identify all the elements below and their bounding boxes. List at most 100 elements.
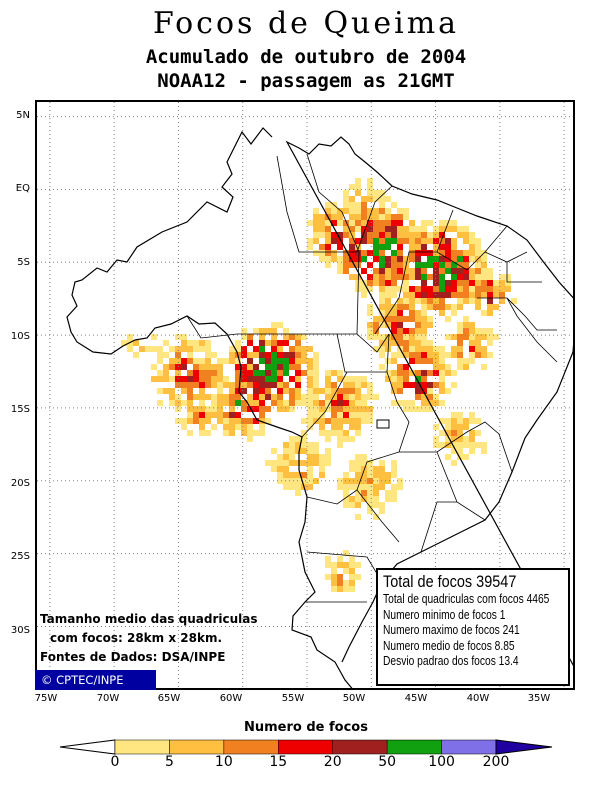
- fire-cell: [325, 376, 331, 382]
- fire-cell: [229, 424, 235, 430]
- fire-cell: [397, 238, 403, 244]
- max-fires: Numero maximo de focos 241: [383, 623, 520, 637]
- fire-cell: [319, 400, 325, 406]
- fire-cell: [133, 352, 139, 358]
- fire-cell: [355, 256, 361, 262]
- fire-cell: [391, 484, 397, 490]
- fire-cell: [307, 358, 313, 364]
- fire-cell: [361, 226, 367, 232]
- fire-cell: [355, 184, 361, 190]
- fire-cell: [463, 358, 469, 364]
- fire-cell: [343, 394, 349, 400]
- fire-cell: [451, 334, 457, 340]
- fire-cell: [433, 226, 439, 232]
- fire-cell: [379, 298, 385, 304]
- fire-cell: [325, 238, 331, 244]
- fire-cell: [385, 478, 391, 484]
- fire-cell: [385, 340, 391, 346]
- fire-cell: [385, 472, 391, 478]
- fire-cell: [325, 208, 331, 214]
- fire-cell: [253, 364, 259, 370]
- fire-cell: [475, 346, 481, 352]
- fire-cell: [361, 268, 367, 274]
- fire-cell: [403, 238, 409, 244]
- fire-cell: [217, 412, 223, 418]
- fire-cell: [289, 460, 295, 466]
- fire-cell: [199, 430, 205, 436]
- fire-cell: [319, 244, 325, 250]
- fire-cell: [355, 424, 361, 430]
- fire-cell: [295, 358, 301, 364]
- fire-cell: [409, 400, 415, 406]
- colorbar-bin: [441, 739, 497, 755]
- fire-cell: [439, 376, 445, 382]
- map-subtitle: Acumulado de outubro de 2004: [145, 46, 467, 68]
- fire-cell: [325, 220, 331, 226]
- fire-cell: [361, 382, 367, 388]
- fire-cell: [283, 388, 289, 394]
- fire-cell: [433, 370, 439, 376]
- country-outline: [66, 127, 573, 688]
- fire-cell: [457, 340, 463, 346]
- fire-map: [35, 100, 575, 690]
- fire-cell: [421, 250, 427, 256]
- fire-cell: [475, 250, 481, 256]
- fire-cell: [313, 394, 319, 400]
- fire-cell: [331, 568, 337, 574]
- fire-cell: [289, 478, 295, 484]
- fire-cell: [313, 208, 319, 214]
- fire-cell: [463, 418, 469, 424]
- colorbar-bin: [278, 739, 333, 755]
- fire-cell: [319, 418, 325, 424]
- fire-cell: [391, 202, 397, 208]
- fire-cell: [403, 370, 409, 376]
- fire-cell: [349, 574, 355, 580]
- fire-cell: [235, 364, 241, 370]
- fire-cell: [181, 364, 187, 370]
- fire-cell: [439, 280, 445, 286]
- fire-cell: [247, 394, 253, 400]
- fire-cell: [367, 232, 373, 238]
- fire-cell: [199, 412, 205, 418]
- fire-cell: [487, 274, 493, 280]
- fire-cell: [349, 376, 355, 382]
- fire-cell: [199, 406, 205, 412]
- fire-cell: [265, 376, 271, 382]
- fire-cell: [343, 550, 349, 556]
- fire-cell: [199, 346, 205, 352]
- fire-cell: [205, 382, 211, 388]
- fire-cell: [343, 502, 349, 508]
- fire-cell: [367, 196, 373, 202]
- fire-cell: [415, 250, 421, 256]
- fire-cell: [265, 406, 271, 412]
- fire-cell: [397, 484, 403, 490]
- fire-cell: [463, 454, 469, 460]
- fire-cell: [487, 334, 493, 340]
- fire-cell: [307, 220, 313, 226]
- fire-cell: [427, 238, 433, 244]
- fire-cell: [223, 376, 229, 382]
- fire-cell: [505, 286, 511, 292]
- fire-cell: [247, 382, 253, 388]
- fire-cell: [367, 262, 373, 268]
- fire-cell: [397, 268, 403, 274]
- fire-cell: [169, 358, 175, 364]
- lon-label: 50W: [342, 693, 366, 704]
- std-fires: Desvio padrao dos focos 13.4: [383, 654, 519, 668]
- fire-cell: [361, 292, 367, 298]
- fire-cell: [277, 400, 283, 406]
- fire-cell: [277, 472, 283, 478]
- fire-cell: [319, 454, 325, 460]
- fire-cell: [151, 364, 157, 370]
- fire-cell: [295, 400, 301, 406]
- fire-cell: [367, 184, 373, 190]
- fire-cell: [457, 328, 463, 334]
- fire-cell: [367, 484, 373, 490]
- fire-cell: [349, 466, 355, 472]
- colorbar-tick-label: 5: [164, 754, 174, 770]
- fire-cell: [379, 310, 385, 316]
- fire-cell: [469, 448, 475, 454]
- fire-cell: [379, 292, 385, 298]
- fire-cell: [199, 382, 205, 388]
- fire-cell: [463, 322, 469, 328]
